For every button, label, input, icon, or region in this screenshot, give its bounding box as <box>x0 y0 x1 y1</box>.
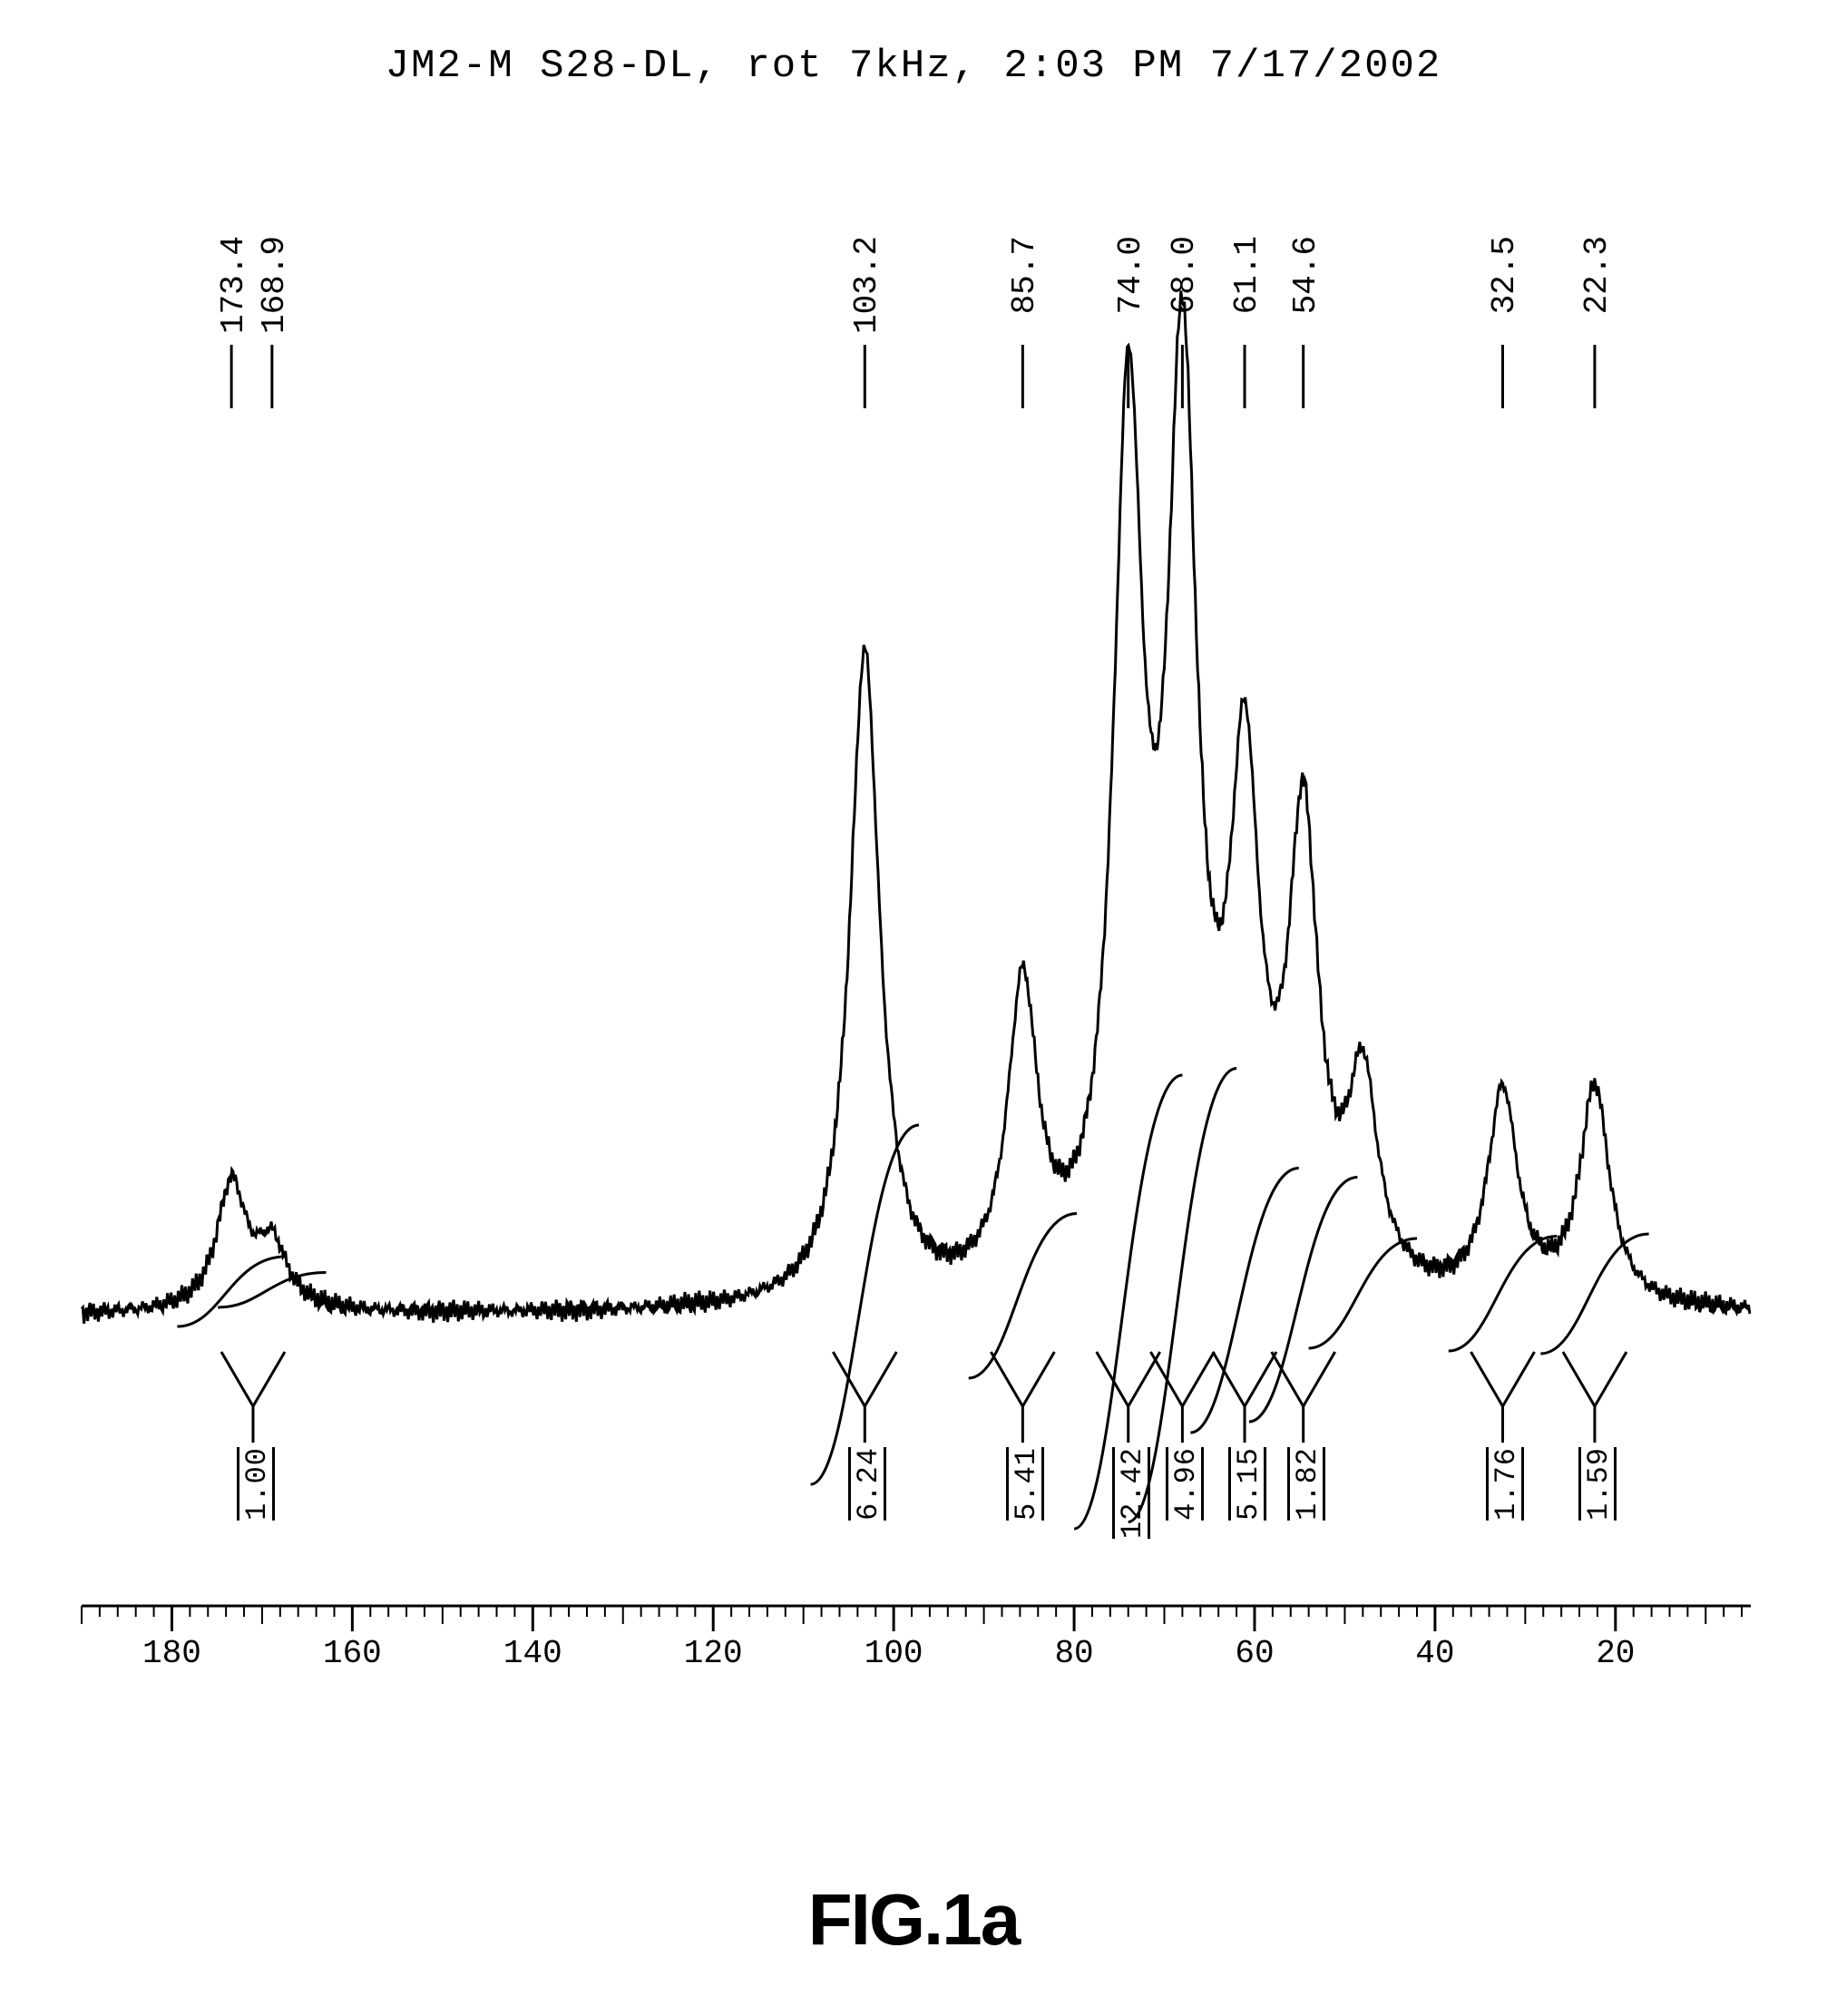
integral-value-label: 6.24 <box>852 1447 885 1521</box>
peak-ppm-label: 54.6 <box>1287 236 1324 314</box>
spectrum-trace <box>82 290 1751 1324</box>
integral-curve <box>1249 1178 1357 1423</box>
integral-bracket <box>1097 1352 1160 1406</box>
x-axis-tick-label: 40 <box>1415 1635 1454 1672</box>
peak-ppm-label: 85.7 <box>1006 236 1043 314</box>
spectrum-svg <box>82 227 1751 1642</box>
peak-ppm-label: 61.1 <box>1228 236 1265 314</box>
spectrum-title: JM2-M S28-DL, rot 7kHz, 2:03 PM 7/17/200… <box>0 44 1827 89</box>
integral-value-label: 1.76 <box>1490 1447 1523 1521</box>
peak-ppm-label: 173.4 <box>215 236 252 334</box>
integral-value-label: 5.15 <box>1232 1447 1265 1521</box>
integral-bracket <box>1563 1352 1627 1406</box>
x-axis-tick-label: 120 <box>684 1635 743 1672</box>
integral-bracket <box>991 1352 1054 1406</box>
x-axis-tick-label: 80 <box>1054 1635 1093 1672</box>
integral-curve <box>1190 1169 1298 1434</box>
nmr-chart <box>82 227 1751 1642</box>
x-axis-tick-label: 140 <box>503 1635 562 1672</box>
integral-value-label: 1.82 <box>1291 1447 1324 1521</box>
x-axis-tick-label: 160 <box>323 1635 382 1672</box>
peak-ppm-label: 32.5 <box>1486 236 1523 314</box>
integral-bracket <box>221 1352 285 1406</box>
integral-value-label: 1.59 <box>1582 1447 1616 1521</box>
integral-value-label: 12.42 <box>1116 1447 1149 1539</box>
x-axis-tick-label: 60 <box>1235 1635 1274 1672</box>
peak-ppm-label: 74.0 <box>1112 236 1149 314</box>
integral-value-label: 5.41 <box>1010 1447 1043 1521</box>
x-axis-tick-label: 100 <box>865 1635 923 1672</box>
integral-value-label: 1.00 <box>240 1447 274 1521</box>
integral-bracket <box>833 1352 896 1406</box>
peak-ppm-label: 68.0 <box>1166 236 1203 314</box>
figure-label: FIG.1a <box>0 1878 1827 1962</box>
peak-ppm-label: 168.9 <box>256 236 293 334</box>
integral-value-label: 4.96 <box>1169 1447 1203 1521</box>
integral-bracket <box>1470 1352 1534 1406</box>
integral-bracket <box>1272 1352 1335 1406</box>
integral-curve <box>177 1257 285 1326</box>
x-axis-tick-label: 180 <box>142 1635 201 1672</box>
peak-ppm-label: 103.2 <box>848 236 885 334</box>
integral-bracket <box>1150 1352 1214 1406</box>
integral-curve <box>1309 1238 1417 1348</box>
x-axis-tick-label: 20 <box>1596 1635 1635 1672</box>
peak-ppm-label: 22.3 <box>1578 236 1616 314</box>
integral-curve <box>969 1214 1077 1379</box>
